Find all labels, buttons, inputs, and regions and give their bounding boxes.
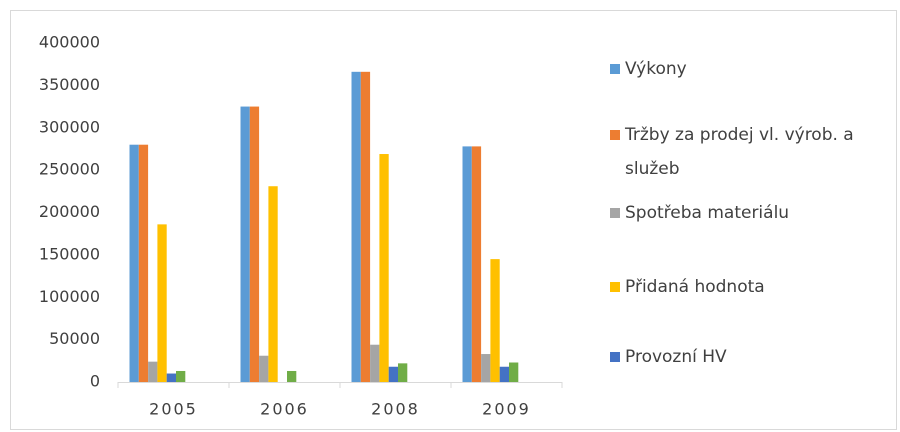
bar <box>148 361 158 382</box>
x-tick-label: 2008 <box>371 400 420 419</box>
bar <box>509 362 519 382</box>
y-tick-label: 300000 <box>39 117 100 136</box>
legend-item: Výkony <box>610 52 890 86</box>
legend-label: Přidaná hodnota <box>625 277 765 297</box>
y-tick-label: 350000 <box>39 75 100 94</box>
x-tick-label: 2006 <box>260 400 309 419</box>
bar <box>398 363 408 382</box>
legend-label: Výkony <box>625 59 687 79</box>
legend-item: Přidaná hodnota <box>610 270 890 304</box>
bar <box>462 146 472 382</box>
chart-border <box>10 10 897 430</box>
bar <box>351 71 361 382</box>
bar <box>287 370 297 382</box>
legend-swatch <box>610 208 620 218</box>
x-tick-label: 2005 <box>149 400 198 419</box>
y-tick-label: 250000 <box>39 160 100 179</box>
y-tick-label: 50000 <box>49 329 100 348</box>
legend-label: Tržby za prodej vl. výrob. a služeb <box>625 125 854 179</box>
bar <box>166 373 176 382</box>
bar <box>138 144 149 382</box>
y-tick-label: 0 <box>90 372 100 391</box>
bar <box>360 71 371 382</box>
bar <box>249 106 260 382</box>
legend-item: Spotřeba materiálu <box>610 196 890 230</box>
x-tick-label: 2009 <box>482 400 531 419</box>
legend-swatch <box>610 282 620 292</box>
legend-swatch <box>610 64 620 74</box>
y-tick-label: 100000 <box>39 287 100 306</box>
bar <box>499 366 509 382</box>
legend-label: Provozní HV <box>625 347 727 367</box>
bar <box>268 186 278 382</box>
legend-label: Spotřeba materiálu <box>625 203 790 223</box>
bar <box>176 370 186 382</box>
bar <box>471 146 482 382</box>
y-tick-label: 150000 <box>39 244 100 263</box>
legend-item: Provozní HV <box>610 340 890 374</box>
bar <box>379 154 389 382</box>
bar <box>388 366 398 382</box>
y-tick-label: 400000 <box>39 33 100 52</box>
legend-item: Tržby za prodej vl. výrob. a služeb <box>610 118 890 186</box>
bar <box>370 344 380 382</box>
y-tick-label: 200000 <box>39 202 100 221</box>
bar <box>259 355 269 382</box>
bar <box>490 259 500 382</box>
bar <box>157 224 167 382</box>
bar <box>240 106 250 382</box>
legend-swatch <box>610 352 620 362</box>
bar <box>481 354 491 382</box>
bar <box>129 144 139 382</box>
legend-swatch <box>610 130 620 140</box>
